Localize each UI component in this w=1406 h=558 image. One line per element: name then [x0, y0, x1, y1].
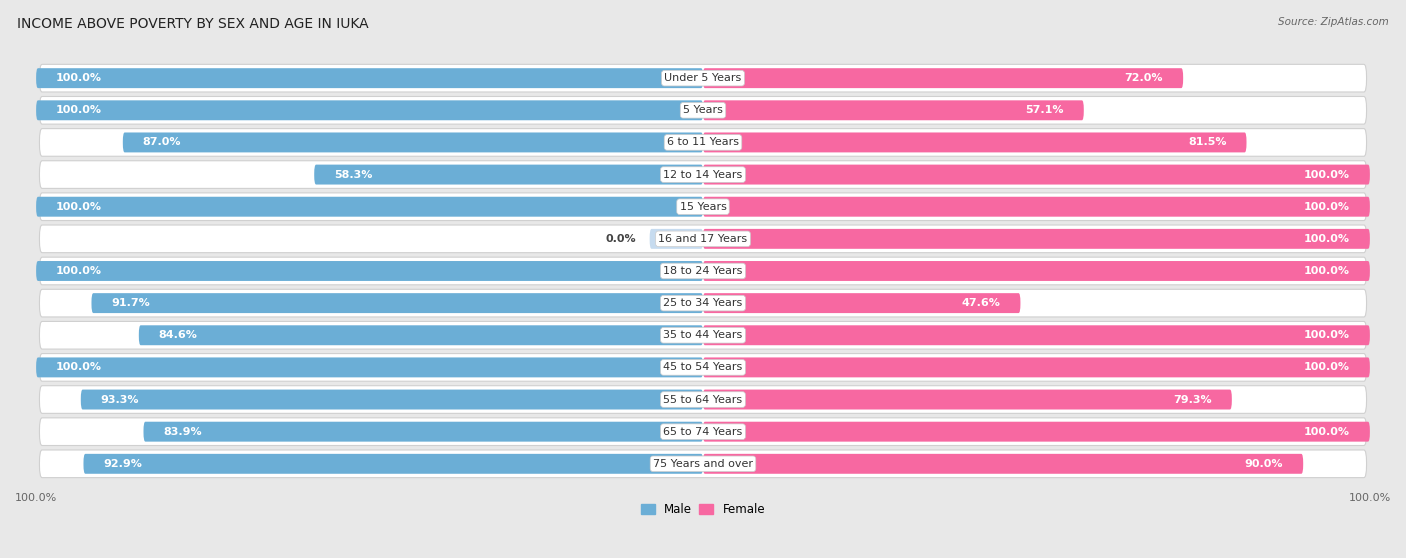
FancyBboxPatch shape	[39, 289, 1367, 317]
Text: 25 to 34 Years: 25 to 34 Years	[664, 298, 742, 308]
FancyBboxPatch shape	[37, 358, 703, 377]
FancyBboxPatch shape	[314, 165, 703, 185]
FancyBboxPatch shape	[39, 354, 1367, 381]
FancyBboxPatch shape	[703, 454, 1303, 474]
FancyBboxPatch shape	[39, 97, 1367, 124]
FancyBboxPatch shape	[703, 100, 1084, 121]
Text: 100.0%: 100.0%	[1303, 330, 1350, 340]
Text: 0.0%: 0.0%	[606, 234, 637, 244]
Text: INCOME ABOVE POVERTY BY SEX AND AGE IN IUKA: INCOME ABOVE POVERTY BY SEX AND AGE IN I…	[17, 17, 368, 31]
FancyBboxPatch shape	[37, 197, 703, 217]
FancyBboxPatch shape	[37, 68, 703, 88]
FancyBboxPatch shape	[143, 422, 703, 441]
FancyBboxPatch shape	[39, 128, 1367, 156]
Text: 100.0%: 100.0%	[56, 105, 103, 116]
Text: 91.7%: 91.7%	[111, 298, 150, 308]
Text: 100.0%: 100.0%	[56, 201, 103, 211]
Text: 93.3%: 93.3%	[101, 395, 139, 405]
FancyBboxPatch shape	[650, 229, 703, 249]
Text: 55 to 64 Years: 55 to 64 Years	[664, 395, 742, 405]
FancyBboxPatch shape	[39, 418, 1367, 445]
Text: 75 Years and over: 75 Years and over	[652, 459, 754, 469]
Text: 100.0%: 100.0%	[1303, 201, 1350, 211]
FancyBboxPatch shape	[83, 454, 703, 474]
Text: 100.0%: 100.0%	[56, 266, 103, 276]
Text: 12 to 14 Years: 12 to 14 Years	[664, 170, 742, 180]
Text: 6 to 11 Years: 6 to 11 Years	[666, 137, 740, 147]
Text: 47.6%: 47.6%	[962, 298, 1001, 308]
Text: 72.0%: 72.0%	[1125, 73, 1163, 83]
FancyBboxPatch shape	[703, 422, 1369, 441]
Text: 5 Years: 5 Years	[683, 105, 723, 116]
Text: 100.0%: 100.0%	[1303, 170, 1350, 180]
Text: 35 to 44 Years: 35 to 44 Years	[664, 330, 742, 340]
FancyBboxPatch shape	[39, 161, 1367, 189]
Text: 16 and 17 Years: 16 and 17 Years	[658, 234, 748, 244]
FancyBboxPatch shape	[703, 165, 1369, 185]
Text: 79.3%: 79.3%	[1173, 395, 1212, 405]
FancyBboxPatch shape	[703, 389, 1232, 410]
Text: Under 5 Years: Under 5 Years	[665, 73, 741, 83]
FancyBboxPatch shape	[91, 293, 703, 313]
FancyBboxPatch shape	[703, 197, 1369, 217]
Text: 100.0%: 100.0%	[56, 362, 103, 372]
Text: 92.9%: 92.9%	[104, 459, 142, 469]
Text: Source: ZipAtlas.com: Source: ZipAtlas.com	[1278, 17, 1389, 27]
Text: 45 to 54 Years: 45 to 54 Years	[664, 362, 742, 372]
Text: 84.6%: 84.6%	[159, 330, 198, 340]
FancyBboxPatch shape	[703, 261, 1369, 281]
Text: 15 Years: 15 Years	[679, 201, 727, 211]
Text: 18 to 24 Years: 18 to 24 Years	[664, 266, 742, 276]
FancyBboxPatch shape	[703, 358, 1369, 377]
FancyBboxPatch shape	[703, 325, 1369, 345]
Text: 100.0%: 100.0%	[1303, 427, 1350, 437]
FancyBboxPatch shape	[39, 450, 1367, 478]
Text: 58.3%: 58.3%	[335, 170, 373, 180]
FancyBboxPatch shape	[122, 132, 703, 152]
FancyBboxPatch shape	[703, 229, 1369, 249]
FancyBboxPatch shape	[39, 321, 1367, 349]
Text: 100.0%: 100.0%	[56, 73, 103, 83]
Text: 100.0%: 100.0%	[1303, 362, 1350, 372]
FancyBboxPatch shape	[39, 257, 1367, 285]
FancyBboxPatch shape	[37, 100, 703, 121]
FancyBboxPatch shape	[139, 325, 703, 345]
FancyBboxPatch shape	[703, 132, 1247, 152]
FancyBboxPatch shape	[703, 293, 1021, 313]
FancyBboxPatch shape	[80, 389, 703, 410]
Text: 83.9%: 83.9%	[163, 427, 202, 437]
FancyBboxPatch shape	[39, 193, 1367, 220]
Text: 57.1%: 57.1%	[1025, 105, 1064, 116]
Text: 100.0%: 100.0%	[1303, 234, 1350, 244]
FancyBboxPatch shape	[37, 261, 703, 281]
Text: 100.0%: 100.0%	[1303, 266, 1350, 276]
Text: 87.0%: 87.0%	[143, 137, 181, 147]
Text: 90.0%: 90.0%	[1244, 459, 1284, 469]
FancyBboxPatch shape	[39, 386, 1367, 413]
FancyBboxPatch shape	[39, 225, 1367, 253]
Legend: Male, Female: Male, Female	[636, 499, 770, 521]
FancyBboxPatch shape	[39, 64, 1367, 92]
Text: 65 to 74 Years: 65 to 74 Years	[664, 427, 742, 437]
Text: 81.5%: 81.5%	[1188, 137, 1226, 147]
FancyBboxPatch shape	[703, 68, 1184, 88]
